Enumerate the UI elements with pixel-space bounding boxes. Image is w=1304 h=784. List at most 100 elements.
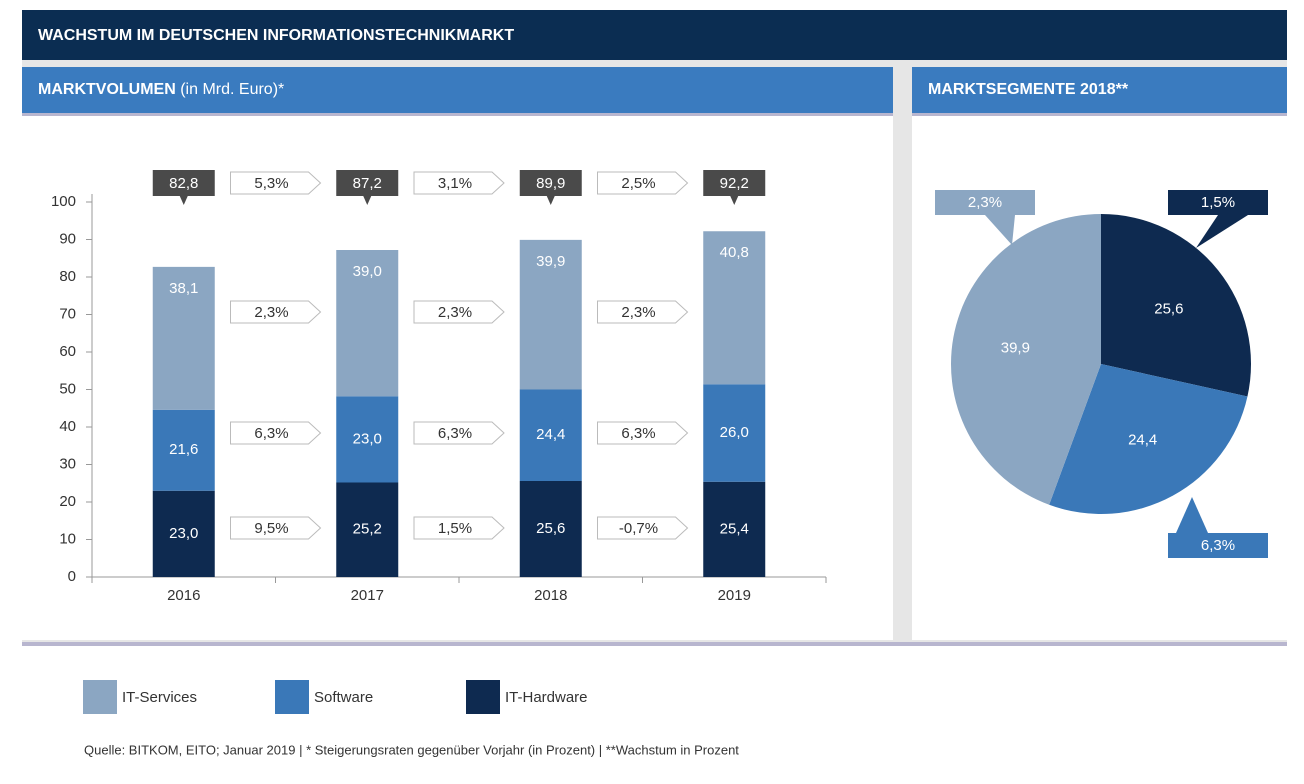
value-label: 39,9 [536, 253, 565, 270]
legend-swatch [83, 680, 117, 714]
legend-label: Software [314, 689, 373, 706]
total-pointer [546, 196, 555, 205]
growth-callout [1168, 190, 1268, 215]
value-label: 24,4 [536, 426, 565, 443]
y-tick-label: 100 [51, 193, 76, 210]
growth-box [230, 300, 322, 324]
growth-callout-label: 6,3% [1201, 537, 1235, 554]
bar-segment [336, 250, 399, 397]
total-label: 89,9 [536, 175, 565, 192]
value-label: 23,0 [169, 525, 198, 542]
total-box [519, 170, 582, 196]
value-label: 26,0 [720, 424, 749, 441]
divider [22, 113, 893, 116]
bar-segment [703, 231, 766, 385]
pie-value-label: 24,4 [1128, 431, 1157, 448]
growth-label: 2,3% [254, 304, 288, 321]
total-pointer [730, 196, 739, 205]
y-tick-label: 20 [59, 493, 76, 510]
value-label: 25,6 [536, 520, 565, 537]
bar-segment [152, 490, 215, 577]
bar-segment [703, 481, 766, 577]
y-tick-label: 80 [59, 268, 76, 285]
growth-box [597, 171, 689, 195]
total-pointer [179, 196, 188, 205]
source-note: Quelle: BITKOM, EITO; Januar 2019 | * St… [84, 742, 739, 757]
total-label: 82,8 [169, 175, 198, 192]
bar-chart-title: MARKTVOLUMEN (in Mrd. Euro)* [38, 81, 284, 98]
value-label: 39,0 [353, 263, 382, 280]
y-tick-label: 30 [59, 455, 76, 472]
legend-label: IT-Hardware [505, 689, 588, 706]
x-tick-label: 2018 [534, 587, 567, 604]
legend-swatch [275, 680, 309, 714]
growth-label: 2,3% [621, 304, 655, 321]
y-tick-label: 10 [59, 530, 76, 547]
growth-callout [935, 190, 1035, 215]
bar-segment [519, 239, 582, 390]
y-tick-label: 40 [59, 418, 76, 435]
pie-value-label: 39,9 [1001, 340, 1030, 357]
x-tick-label: 2016 [167, 587, 200, 604]
growth-box [413, 300, 505, 324]
pie-chart-title: MARKTSEGMENTE 2018** [928, 81, 1129, 98]
callout-pointer [985, 215, 1015, 245]
growth-box [413, 516, 505, 540]
bar-title: MARKTVOLUMEN [38, 81, 176, 98]
value-label: 38,1 [169, 280, 198, 297]
y-tick-label: 70 [59, 305, 76, 322]
growth-label: 3,1% [438, 175, 472, 192]
total-box [152, 170, 215, 196]
bar-segment [519, 481, 582, 577]
bar-segment [336, 396, 399, 483]
pie-slice [1049, 364, 1248, 514]
y-tick-label: 50 [59, 380, 76, 397]
pie-slice [950, 214, 1101, 505]
growth-callout [1168, 533, 1268, 558]
growth-box [597, 421, 689, 445]
growth-label: 9,5% [254, 520, 288, 537]
total-box [336, 170, 399, 196]
bar-subtitle: (in Mrd. Euro)* [180, 81, 284, 98]
callout-pointer [1196, 215, 1248, 248]
growth-box [597, 300, 689, 324]
pie-slice [1101, 214, 1252, 397]
bar-segment [703, 384, 766, 482]
total-label: 92,2 [720, 175, 749, 192]
y-tick-label: 0 [68, 568, 76, 585]
bar-segment [336, 482, 399, 577]
x-tick-label: 2019 [718, 587, 751, 604]
growth-label: 6,3% [254, 425, 288, 442]
x-tick-label: 2017 [351, 587, 384, 604]
growth-label: 6,3% [438, 425, 472, 442]
growth-callout-label: 2,3% [968, 194, 1002, 211]
growth-label: 2,5% [621, 175, 655, 192]
value-label: 40,8 [720, 244, 749, 261]
bar-segment [519, 389, 582, 481]
total-label: 87,2 [353, 175, 382, 192]
growth-label: 6,3% [621, 425, 655, 442]
legend-swatch [466, 680, 500, 714]
value-label: 25,2 [353, 521, 382, 538]
value-label: 23,0 [353, 430, 382, 447]
subheader-right [912, 67, 1287, 113]
y-tick-label: 60 [59, 343, 76, 360]
total-pointer [363, 196, 372, 205]
growth-label: 1,5% [438, 520, 472, 537]
y-tick-label: 90 [59, 230, 76, 247]
value-label: 25,4 [720, 520, 749, 537]
growth-label: 5,3% [254, 175, 288, 192]
header-bar [22, 10, 1287, 60]
divider [22, 642, 1287, 646]
growth-callout-label: 1,5% [1201, 194, 1235, 211]
growth-label: -0,7% [619, 520, 658, 537]
growth-label: 2,3% [438, 304, 472, 321]
pie-value-label: 25,6 [1154, 301, 1183, 318]
bar-segment [152, 409, 215, 491]
page-title: WACHSTUM IM DEUTSCHEN INFORMATIONSTECHNI… [38, 27, 514, 44]
callout-pointer [1176, 497, 1208, 533]
growth-box [230, 516, 322, 540]
divider [912, 113, 1287, 116]
value-label: 21,6 [169, 441, 198, 458]
